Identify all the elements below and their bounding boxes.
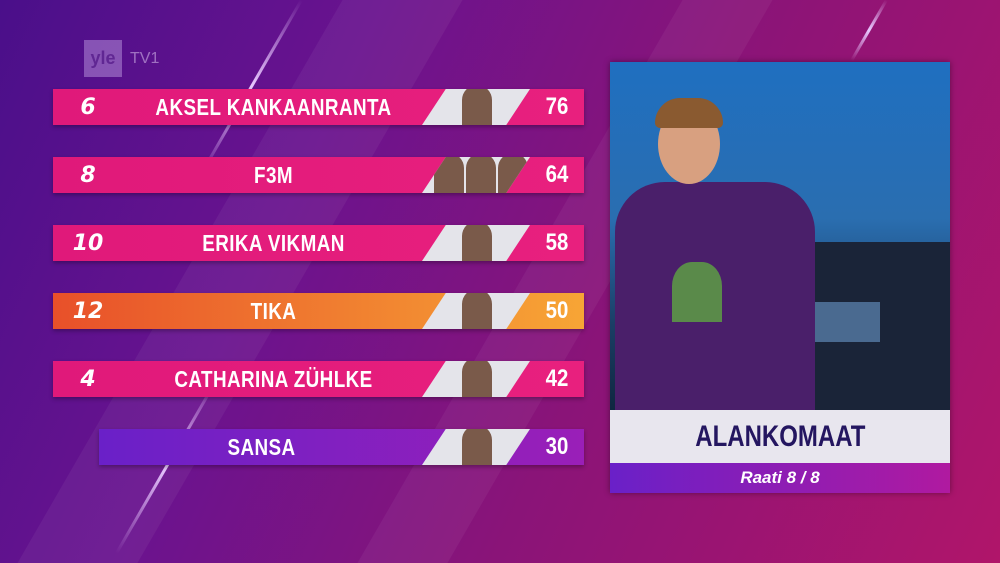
scoreboard-row: 4 CATHARINA ZÜHLKE 42 [53,361,584,397]
awarded-points: 6 [80,94,96,120]
scoreboard-row: SANSA 30 [99,429,584,465]
artist-photo [462,89,492,125]
spokesperson-hair [655,98,723,128]
artist-name: SANSA [227,433,296,460]
artist-photo [462,429,492,465]
artist-name: CATHARINA ZÜHLKE [174,365,373,392]
tulips-icon [672,262,722,322]
artist-photo-frame [422,89,530,125]
artist-photo [466,157,496,193]
artist-photo [462,225,492,261]
total-score: 50 [545,297,569,324]
artist-name: ERIKA VIKMAN [202,229,345,256]
total-score: 42 [545,365,569,392]
artist-name: F3M [254,161,293,188]
yle-logo: yle [84,40,122,77]
channel-name: TV1 [130,49,160,67]
awarded-points: 12 [72,298,104,324]
scoreboard-row: 6 AKSEL KANKAANRANTA 76 [53,89,584,125]
scoreboard-row: 8 F3M 64 [53,157,584,193]
jury-progress: Raati 8 / 8 [610,463,950,493]
jury-panel: ALANKOMAAT Raati 8 / 8 [610,62,950,493]
artist-name: TIKA [250,297,297,324]
background-stripe [17,0,463,563]
channel-logo: yle TV1 [84,40,159,77]
artist-photo [462,361,492,397]
jury-country: ALANKOMAAT [610,410,950,463]
awarded-points: 4 [80,366,96,392]
scoreboard-row: 10 ERIKA VIKMAN 58 [53,225,584,261]
artist-name: AKSEL KANKAANRANTA [155,93,392,120]
spokesperson-video [610,62,950,410]
total-score: 76 [545,93,569,120]
scoreboard-row: 12 TIKA 50 [53,293,584,329]
total-score: 58 [545,229,569,256]
artist-photo [462,293,492,329]
light-beam [850,0,888,62]
awarded-points: 8 [80,162,96,188]
total-score: 30 [545,433,569,460]
total-score: 64 [545,161,569,188]
awarded-points: 10 [72,230,104,256]
